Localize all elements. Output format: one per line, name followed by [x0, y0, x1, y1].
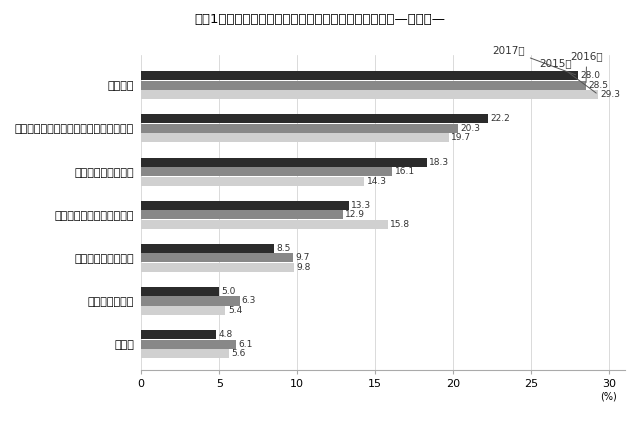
Bar: [141, 340, 236, 348]
Text: 5.4: 5.4: [228, 306, 242, 315]
Bar: [141, 115, 488, 124]
Text: 18.3: 18.3: [429, 158, 449, 167]
Text: 12.9: 12.9: [345, 210, 365, 219]
Text: 2015年: 2015年: [539, 58, 596, 93]
Text: 13.3: 13.3: [351, 201, 371, 210]
Bar: [141, 263, 294, 272]
Bar: [141, 158, 427, 167]
Text: 図袅1　初任給決定にあたって最も考慮した判断要因　—全産業—: 図袅1 初任給決定にあたって最も考慮した判断要因 —全産業—: [195, 13, 445, 26]
Bar: [141, 167, 392, 176]
Bar: [141, 287, 220, 296]
Text: 2017年: 2017年: [492, 45, 575, 75]
Text: 14.3: 14.3: [367, 176, 387, 186]
Bar: [141, 201, 349, 210]
Text: (%): (%): [600, 391, 617, 402]
Text: 15.8: 15.8: [390, 220, 410, 229]
Text: 19.7: 19.7: [451, 133, 471, 142]
Text: 28.0: 28.0: [580, 71, 600, 80]
Bar: [141, 244, 274, 253]
Bar: [141, 220, 388, 229]
Bar: [141, 349, 228, 358]
Text: 8.5: 8.5: [276, 244, 291, 253]
Text: 5.6: 5.6: [231, 349, 245, 358]
Bar: [141, 133, 449, 142]
Bar: [141, 81, 586, 90]
Text: 22.2: 22.2: [490, 115, 509, 124]
Bar: [141, 210, 342, 219]
Bar: [141, 296, 239, 305]
Text: 2016年: 2016年: [570, 52, 603, 83]
Bar: [141, 124, 458, 133]
Text: 20.3: 20.3: [460, 124, 481, 133]
Bar: [141, 330, 216, 339]
Bar: [141, 176, 364, 186]
Text: 16.1: 16.1: [395, 167, 415, 176]
Text: 29.3: 29.3: [601, 90, 621, 99]
Text: 9.8: 9.8: [296, 263, 311, 272]
Bar: [141, 90, 598, 99]
Text: 6.3: 6.3: [242, 296, 256, 305]
Text: 6.1: 6.1: [239, 340, 253, 348]
Bar: [141, 253, 292, 262]
Bar: [141, 71, 578, 81]
Text: 9.7: 9.7: [295, 253, 309, 262]
Text: 4.8: 4.8: [218, 330, 233, 339]
Text: 28.5: 28.5: [588, 81, 609, 90]
Text: 5.0: 5.0: [221, 287, 236, 296]
Bar: [141, 306, 225, 315]
